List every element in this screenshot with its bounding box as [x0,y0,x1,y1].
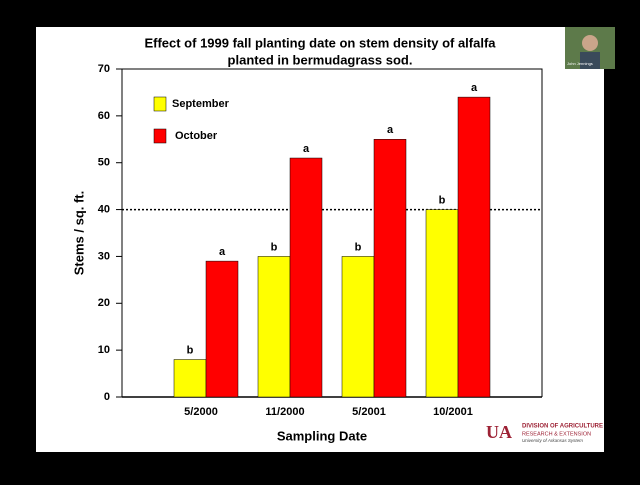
bar [457,96,491,398]
webcam-face [582,35,598,51]
significance-letter: a [219,246,226,258]
y-axis-label: Stems / sq. ft. [71,191,86,276]
bar [205,260,239,398]
x-tick-label: 5/2001 [352,406,386,418]
significance-letter: b [439,194,446,206]
logo-text: DIVISION OF AGRICULTURE [522,424,603,430]
y-tick-label: 40 [98,203,110,215]
bar [257,256,291,398]
y-tick-label: 50 [98,157,110,169]
logo-text: RESEARCH & EXTENSION [522,431,591,437]
logo-mark: UA [486,422,512,442]
significance-letter: a [471,82,478,94]
y-tick-label: 60 [98,110,110,122]
y-tick-label: 20 [98,297,110,309]
y-tick-label: 30 [98,250,110,262]
bar [373,139,407,398]
legend-swatch [153,128,167,144]
logo-text: University of Arkansas System [522,438,583,443]
chart-title: planted in bermudagrass sod. [228,52,413,67]
y-tick-label: 10 [98,344,110,356]
plot-frame [121,68,543,397]
legend-swatch [153,96,167,112]
significance-letter: b [271,241,278,253]
webcam-body [580,52,600,69]
significance-letter: b [355,241,362,253]
chart-title: Effect of 1999 fall planting date on ste… [144,35,496,50]
legend-label: September [172,98,230,110]
y-tick-label: 0 [104,391,110,403]
chart: 0 10 20 30 40 50 60 70 5/2000 b a 11/2000 b a 5/2001 b a… [98,63,543,418]
x-tick-label: 10/2001 [433,406,473,418]
legend-label: October [175,130,218,142]
y-tick-label: 70 [98,63,110,75]
x-axis-label: Sampling Date [277,428,367,443]
significance-letter: a [303,143,310,155]
x-tick-label: 11/2000 [265,406,304,418]
presenter-name: John Jennings [567,61,593,66]
x-tick-label: 5/2000 [184,406,218,418]
bar [289,157,323,398]
bar [173,359,207,398]
bar [425,209,459,398]
significance-letter: a [387,124,394,136]
bar [341,256,375,398]
significance-letter: b [187,344,194,356]
